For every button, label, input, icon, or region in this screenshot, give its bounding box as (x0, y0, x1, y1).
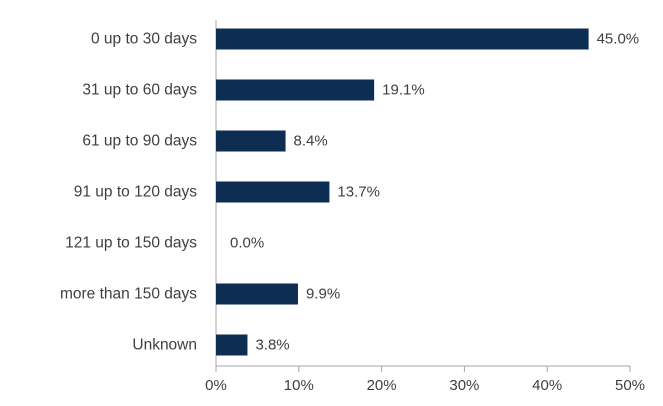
value-label: 13.7% (337, 184, 380, 201)
x-tick-label: 40% (532, 377, 562, 394)
value-label: 3.8% (255, 337, 289, 354)
bar (216, 28, 589, 50)
value-label: 45.0% (597, 31, 640, 48)
category-label: 31 up to 60 days (82, 82, 197, 99)
plot-area: 0% 10% 20% 30% 40% 50% 0 up to 30 days 45.0% 31 … (60, 20, 645, 394)
category-label: 0 up to 30 days (91, 31, 197, 48)
category-label: 121 up to 150 days (65, 235, 197, 252)
category-label: Unknown (132, 337, 197, 354)
bar (216, 79, 375, 101)
x-tick-label: 10% (284, 377, 314, 394)
bar (216, 334, 248, 356)
bar (216, 130, 286, 152)
bar (216, 181, 330, 203)
value-label: 19.1% (382, 82, 425, 99)
category-label: 91 up to 120 days (74, 184, 197, 201)
value-label: 0.0% (230, 235, 264, 252)
category-label: more than 150 days (60, 286, 197, 303)
x-tick-label: 50% (615, 377, 645, 394)
x-tick-label: 0% (205, 377, 227, 394)
value-label: 9.9% (306, 286, 340, 303)
value-label: 8.4% (294, 133, 328, 150)
x-tick-label: 30% (449, 377, 479, 394)
bar (216, 283, 298, 305)
category-label: 61 up to 90 days (82, 133, 197, 150)
x-tick-label: 20% (367, 377, 397, 394)
